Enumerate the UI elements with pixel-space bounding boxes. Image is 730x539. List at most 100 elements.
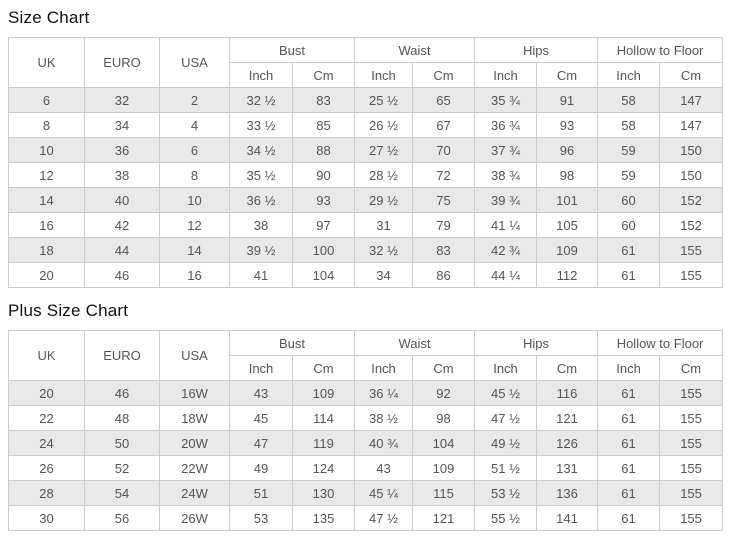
table-cell: 36 ½: [229, 187, 293, 213]
table-cell: 155: [659, 505, 724, 531]
plus-size-chart-title: Plus Size Chart: [8, 301, 129, 320]
table-cell: 24W: [159, 480, 230, 506]
table-cell: 136: [536, 480, 599, 506]
table-cell: 141: [536, 505, 599, 531]
column-header-euro: EURO: [84, 37, 160, 88]
table-cell: 152: [659, 187, 724, 213]
table-cell: 47: [229, 430, 293, 456]
table-cell: 60: [597, 187, 661, 213]
table-cell: 6: [8, 87, 85, 113]
unit-header-inch: Inch: [597, 355, 661, 381]
unit-header-cm: Cm: [536, 355, 599, 381]
table-cell: 29 ½: [354, 187, 414, 213]
table-row: 10 36 6 34 ½ 88 27 ½ 70 37 ¾ 96 59 150: [8, 137, 724, 163]
table-row: 20 46 16W 43 109 36 ¼ 92 45 ½ 116 61 155: [8, 380, 724, 406]
table-cell: 60: [597, 212, 661, 238]
unit-header-inch: Inch: [229, 62, 293, 88]
table-cell: 41: [229, 262, 293, 288]
table-cell: 10: [159, 187, 230, 213]
size-chart-section: Size Chart UK EURO USA Bust Waist Hips Hollow …: [8, 8, 724, 288]
table-cell: 45 ½: [474, 380, 538, 406]
table-cell: 36 ¼: [354, 380, 414, 406]
table-cell: 58: [597, 112, 661, 138]
table-cell: 131: [536, 455, 599, 481]
table-cell: 155: [659, 405, 724, 431]
unit-header-inch: Inch: [354, 355, 414, 381]
table-cell: 34: [354, 262, 414, 288]
table-cell: 40: [84, 187, 160, 213]
column-header-usa: USA: [159, 330, 230, 381]
column-header-euro: EURO: [84, 330, 160, 381]
unit-header-cm: Cm: [412, 62, 476, 88]
table-cell: 14: [159, 237, 230, 263]
table-cell: 93: [291, 187, 356, 213]
unit-header-inch: Inch: [354, 62, 414, 88]
table-cell: 75: [412, 187, 476, 213]
table-cell: 36 ¾: [474, 112, 538, 138]
table-cell: 97: [291, 212, 356, 238]
unit-header-cm: Cm: [659, 355, 724, 381]
table-cell: 33 ½: [229, 112, 293, 138]
table-cell: 104: [291, 262, 356, 288]
table-cell: 114: [291, 405, 356, 431]
table-cell: 46: [84, 380, 160, 406]
table-cell: 2: [159, 87, 230, 113]
table-cell: 105: [536, 212, 599, 238]
table-cell: 49 ½: [474, 430, 538, 456]
table-cell: 32 ½: [229, 87, 293, 113]
unit-header-inch: Inch: [474, 355, 538, 381]
table-row: 24 50 20W 47 119 40 ¾ 104 49 ½ 126 61 155: [8, 430, 724, 456]
size-chart-table: UK EURO USA Bust Waist Hips Hollow to Floor Inc…: [8, 37, 724, 288]
table-cell: 150: [659, 162, 724, 188]
table-cell: 56: [84, 505, 160, 531]
table-cell: 20: [8, 380, 85, 406]
table-cell: 42 ¾: [474, 237, 538, 263]
table-cell: 38 ¾: [474, 162, 538, 188]
column-header-uk: UK: [8, 37, 85, 88]
table-cell: 35 ½: [229, 162, 293, 188]
table-row: 14 40 10 36 ½ 93 29 ½ 75 39 ¾ 101 60 152: [8, 187, 724, 213]
table-header: UK EURO USA Bust Waist Hips Hollow to Floor Inc…: [8, 37, 724, 88]
table-cell: 91: [536, 87, 599, 113]
table-cell: 32: [84, 87, 160, 113]
table-cell: 116: [536, 380, 599, 406]
table-cell: 155: [659, 380, 724, 406]
table-cell: 61: [597, 237, 661, 263]
table-cell: 39 ¾: [474, 187, 538, 213]
table-row: 6 32 2 32 ½ 83 25 ½ 65 35 ¾ 91 58 147: [8, 87, 724, 113]
table-cell: 44: [84, 237, 160, 263]
table-cell: 37 ¾: [474, 137, 538, 163]
table-row: 18 44 14 39 ½ 100 32 ½ 83 42 ¾ 109 61 155: [8, 237, 724, 263]
table-cell: 58: [597, 87, 661, 113]
table-cell: 93: [536, 112, 599, 138]
table-cell: 22: [8, 405, 85, 431]
table-cell: 61: [597, 380, 661, 406]
table-cell: 20W: [159, 430, 230, 456]
table-cell: 24: [8, 430, 85, 456]
table-cell: 90: [291, 162, 356, 188]
group-header-bust: Bust: [228, 330, 356, 356]
table-cell: 10: [8, 137, 85, 163]
table-cell: 83: [412, 237, 476, 263]
table-row: 22 48 18W 45 114 38 ½ 98 47 ½ 121 61 155: [8, 405, 724, 431]
table-row: 16 42 12 38 97 31 79 41 ¼ 105 60 152: [8, 212, 724, 238]
table-cell: 38: [229, 212, 293, 238]
table-body: 20 46 16W 43 109 36 ¼ 92 45 ½ 116 61 155 22 48 18W 45 1…: [8, 380, 724, 531]
table-cell: 18W: [159, 405, 230, 431]
table-cell: 152: [659, 212, 724, 238]
group-header-waist: Waist: [354, 330, 476, 356]
table-cell: 16: [159, 262, 230, 288]
unit-header-inch: Inch: [474, 62, 538, 88]
table-cell: 8: [8, 112, 85, 138]
table-cell: 12: [8, 162, 85, 188]
table-cell: 61: [597, 455, 661, 481]
table-cell: 59: [597, 137, 661, 163]
table-cell: 126: [536, 430, 599, 456]
table-cell: 72: [412, 162, 476, 188]
table-cell: 34 ½: [229, 137, 293, 163]
table-cell: 52: [84, 455, 160, 481]
table-cell: 115: [412, 480, 476, 506]
table-cell: 42: [84, 212, 160, 238]
table-header: UK EURO USA Bust Waist Hips Hollow to Floor Inc…: [8, 330, 724, 381]
table-cell: 150: [659, 137, 724, 163]
